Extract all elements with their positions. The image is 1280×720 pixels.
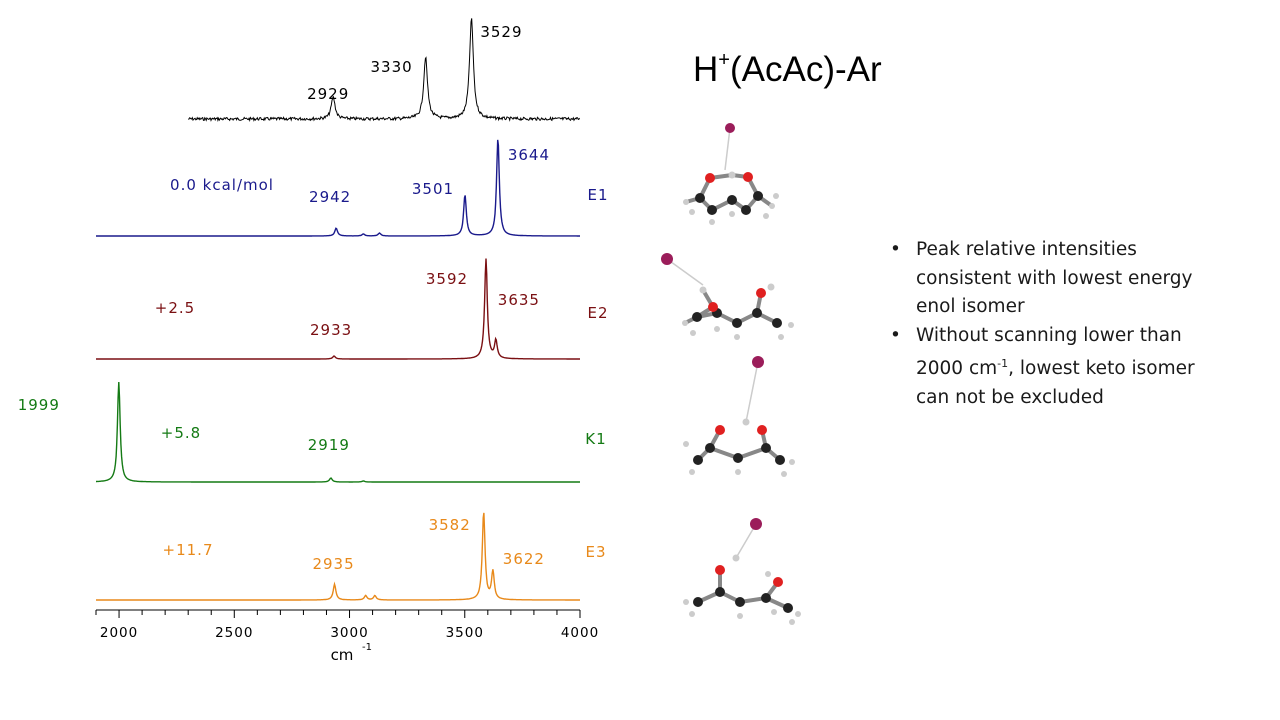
spectrum-line-e3 [96, 512, 580, 601]
peak-label: 1999 [18, 396, 60, 414]
molecule-e3-structure [683, 518, 801, 625]
molecule-e1-structure [683, 123, 779, 225]
energy-label: +11.7 [163, 541, 214, 559]
x-axis-label: cm [331, 646, 354, 664]
series-name-label: K1 [585, 430, 606, 448]
x-tick-label: 4000 [561, 625, 599, 641]
molecule-k1-structure [683, 356, 795, 477]
bullet-text-post: , lowest keto isomer can not be excluded [916, 358, 1195, 408]
peak-label: 3592 [426, 270, 468, 288]
spectrum-line-k1 [96, 381, 580, 483]
bullet-item: • Peak relative intensities consistent w… [890, 236, 1230, 322]
x-axis-label-sup: -1 [362, 642, 372, 653]
x-tick-label: 3000 [330, 625, 368, 641]
spectrum-line-experiment [188, 18, 580, 123]
bullet-item: • Without scanning lower than 2000 cm-1,… [890, 322, 1230, 413]
slide-title: H+(AcAc)-Ar [693, 49, 882, 90]
peak-label: 3644 [508, 146, 550, 164]
molecule-e2-structure [661, 253, 794, 340]
peak-label: 3501 [412, 180, 454, 198]
spectra-chart: 2929 3330 3529 2942 3501 3644 0.0 kcal/mol E1 29… [18, 18, 608, 664]
spectrum-line-e2 [96, 258, 580, 360]
bullet-dot-icon: • [890, 324, 901, 346]
peak-label: 3635 [498, 291, 540, 309]
peak-label: 2933 [310, 321, 352, 339]
title-main: H [693, 50, 719, 89]
x-tick-label: 3500 [446, 625, 484, 641]
spectrum-line-e1 [96, 139, 580, 237]
peak-label: 3529 [480, 23, 522, 41]
peak-label: 3582 [429, 516, 471, 534]
title-rest: (AcAc)-Ar [729, 50, 882, 89]
energy-label: +2.5 [155, 299, 195, 317]
peak-label: 2942 [309, 188, 351, 206]
series-name-label: E2 [587, 304, 608, 322]
energy-label: +5.8 [161, 424, 201, 442]
title-sup: + [718, 49, 730, 72]
peak-label: 2935 [312, 555, 354, 573]
peak-label: 3622 [503, 550, 545, 568]
bullet-list: • Peak relative intensities consistent w… [890, 236, 1230, 412]
energy-label: 0.0 kcal/mol [170, 176, 274, 194]
series-name-label: E3 [585, 543, 606, 561]
x-tick-label: 2000 [100, 625, 138, 641]
peak-label: 3330 [370, 58, 412, 76]
bullet-dot-icon: • [890, 239, 901, 260]
series-name-label: E1 [587, 186, 608, 204]
peak-label: 2929 [307, 85, 349, 103]
bullet-text: Peak relative intensities consistent wit… [916, 239, 1193, 317]
bullet-text-sup: -1 [997, 357, 1009, 370]
x-tick-label: 2500 [215, 625, 253, 641]
peak-label: 2919 [308, 436, 350, 454]
bullet-text-pre: Without scanning lower than 2000 cm [916, 324, 1182, 380]
